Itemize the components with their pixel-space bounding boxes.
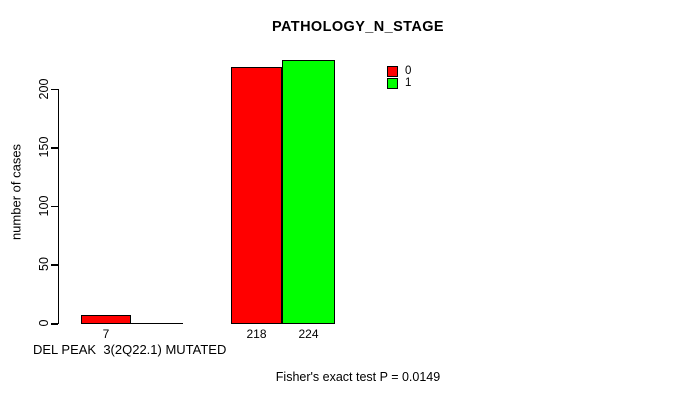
y-tick [50, 147, 58, 149]
chart-title: PATHOLOGY_N_STAGE [272, 19, 444, 35]
legend-swatch [387, 65, 398, 77]
bar-value-label: 7 [102, 327, 110, 341]
bar-value-label: 218 [246, 327, 267, 341]
legend-label: 1 [405, 76, 412, 89]
bar-series-1-group-1 [282, 60, 335, 324]
bar-series-0-group-1 [231, 67, 282, 324]
legend-swatch [387, 77, 398, 89]
y-tick [50, 205, 58, 208]
annotation-text: Fisher's exact test P = 0.0149 [275, 370, 441, 384]
y-tick-label: 50 [37, 257, 51, 272]
y-tick-label: 100 [37, 195, 51, 217]
legend-item: 1 [387, 77, 411, 89]
y-tick [50, 264, 58, 266]
x-axis-label: DEL PEAK 3(2Q22.1) MUTATED [33, 342, 227, 357]
y-tick-label: 200 [37, 78, 51, 99]
bar-series-0-group-0 [81, 314, 131, 324]
y-tick [50, 323, 58, 325]
y-tick-label: 150 [37, 136, 51, 158]
legend-label: 0 [405, 64, 412, 77]
legend-item: 0 [387, 65, 411, 77]
bar-series-1-group-0 [131, 322, 183, 324]
y-axis-label: number of cases [8, 143, 24, 241]
y-tick [50, 88, 58, 90]
bar-value-label: 224 [298, 327, 319, 341]
y-axis-line [57, 88, 59, 324]
